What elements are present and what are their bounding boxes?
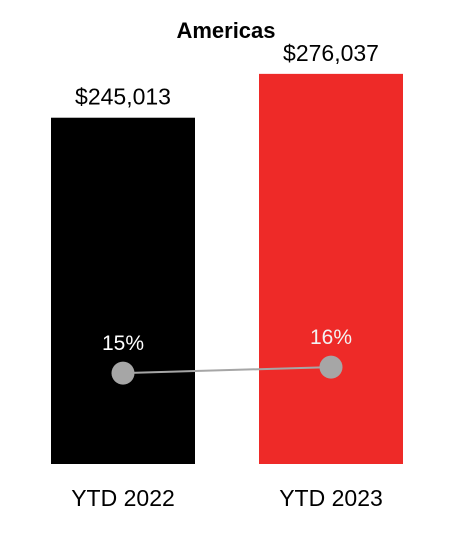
bars-layer [51, 73, 403, 464]
percent-point-2 [319, 355, 343, 379]
bar-1 [51, 117, 195, 464]
labels-layer: $245,013 YTD 2022 $276,037 YTD 2023 15% 16% [71, 40, 383, 511]
percent-point-1 [111, 361, 135, 385]
bar-value-label-2: $276,037 [283, 40, 379, 66]
bar-2 [259, 73, 403, 464]
line-layer [111, 355, 343, 385]
percent-label-2: 16% [310, 326, 352, 349]
category-label-2: YTD 2023 [279, 485, 383, 511]
percent-label-1: 15% [102, 332, 144, 355]
chart-title: Americas [176, 18, 275, 43]
bar-value-label-1: $245,013 [75, 84, 171, 110]
category-label-1: YTD 2022 [71, 485, 175, 511]
percent-series-line [122, 366, 332, 375]
